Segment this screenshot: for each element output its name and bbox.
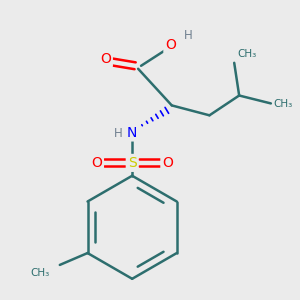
Text: O: O: [91, 156, 102, 170]
Text: S: S: [128, 156, 136, 170]
Text: N: N: [127, 126, 137, 140]
Text: H: H: [113, 127, 122, 140]
Text: CH₃: CH₃: [31, 268, 50, 278]
Text: O: O: [165, 38, 176, 52]
Text: H: H: [184, 28, 192, 42]
Text: CH₃: CH₃: [274, 99, 293, 110]
Text: CH₃: CH₃: [237, 49, 256, 59]
Text: O: O: [100, 52, 111, 66]
Text: O: O: [162, 156, 173, 170]
